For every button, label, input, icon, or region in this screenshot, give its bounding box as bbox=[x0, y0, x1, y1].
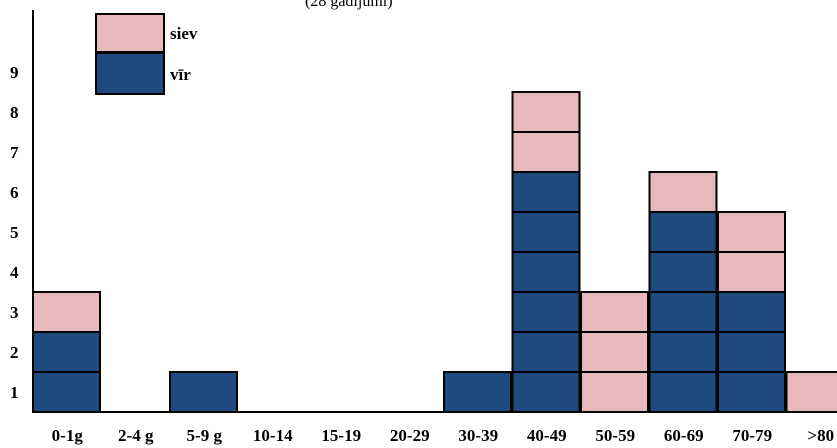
y-ticks-group: 1 2 3 4 5 6 7 8 9 bbox=[10, 63, 19, 402]
bar-segment-siev bbox=[580, 331, 649, 373]
bar-segment-vir bbox=[648, 211, 718, 253]
x-tick-label: >80 bbox=[807, 426, 834, 445]
x-ticks-group: 0-1g 2-4 g 5-9 g 10-14 15-19 20-29 30-39 40-49 5… bbox=[52, 426, 834, 445]
bar-segment-vir bbox=[717, 371, 786, 413]
bar-segment-siev bbox=[32, 291, 101, 333]
bar-segment-siev bbox=[511, 131, 581, 173]
bar-segment-vir bbox=[511, 371, 581, 413]
y-tick-label: 6 bbox=[10, 183, 19, 202]
bar-segment-vir bbox=[648, 371, 718, 413]
bar-segment-vir bbox=[511, 291, 581, 333]
bar-segment-vir bbox=[511, 331, 581, 373]
x-tick-label: 10-14 bbox=[253, 426, 293, 445]
x-tick-label: 20-29 bbox=[390, 426, 430, 445]
bar-segment-siev bbox=[648, 171, 718, 213]
y-tick-label: 2 bbox=[10, 343, 19, 362]
x-tick-label: 30-39 bbox=[458, 426, 498, 445]
y-tick-label: 1 bbox=[10, 383, 19, 402]
legend-swatch-vir bbox=[95, 52, 165, 95]
y-tick-label: 3 bbox=[10, 303, 19, 322]
bar-segment-vir bbox=[169, 371, 238, 413]
bar-segment-siev bbox=[580, 291, 649, 333]
x-tick-label: 15-19 bbox=[321, 426, 361, 445]
x-tick-label: 5-9 g bbox=[187, 426, 223, 445]
bar-segment-vir bbox=[648, 251, 718, 293]
bar-segment-vir bbox=[32, 331, 101, 373]
x-tick-label: 70-79 bbox=[732, 426, 772, 445]
legend: siev vīr bbox=[95, 13, 198, 95]
bar-segment-vir bbox=[717, 331, 786, 373]
bar-segment-vir bbox=[443, 371, 512, 413]
x-tick-label: 50-59 bbox=[595, 426, 635, 445]
bar-segment-siev bbox=[580, 371, 649, 413]
x-tick-label: 2-4 g bbox=[118, 426, 154, 445]
bars-group bbox=[32, 91, 837, 413]
bar-segment-siev bbox=[511, 91, 581, 133]
y-tick-label: 5 bbox=[10, 223, 19, 242]
legend-label-vir: vīr bbox=[170, 65, 191, 84]
bar-segment-vir bbox=[717, 291, 786, 333]
bar-segment-vir bbox=[511, 171, 581, 213]
bar-segment-siev bbox=[785, 371, 837, 413]
y-tick-label: 9 bbox=[10, 63, 19, 82]
x-tick-label: 40-49 bbox=[527, 426, 567, 445]
x-tick-label: 0-1g bbox=[52, 426, 84, 445]
bar-segment-vir bbox=[511, 211, 581, 253]
bar-segment-siev bbox=[717, 211, 786, 253]
bar-segment-vir bbox=[511, 251, 581, 293]
y-tick-label: 4 bbox=[10, 263, 19, 282]
legend-swatch-siev bbox=[95, 13, 165, 53]
y-tick-label: 8 bbox=[10, 103, 19, 122]
y-tick-label: 7 bbox=[10, 143, 19, 162]
bar-segment-vir bbox=[648, 291, 718, 333]
x-tick-label: 60-69 bbox=[664, 426, 704, 445]
bar-segment-siev bbox=[717, 251, 786, 293]
bar-segment-vir bbox=[32, 371, 101, 413]
legend-label-siev: siev bbox=[170, 24, 198, 43]
bar-segment-vir bbox=[648, 331, 718, 373]
chart-subtitle: (28 gadījumi) bbox=[305, 0, 393, 10]
